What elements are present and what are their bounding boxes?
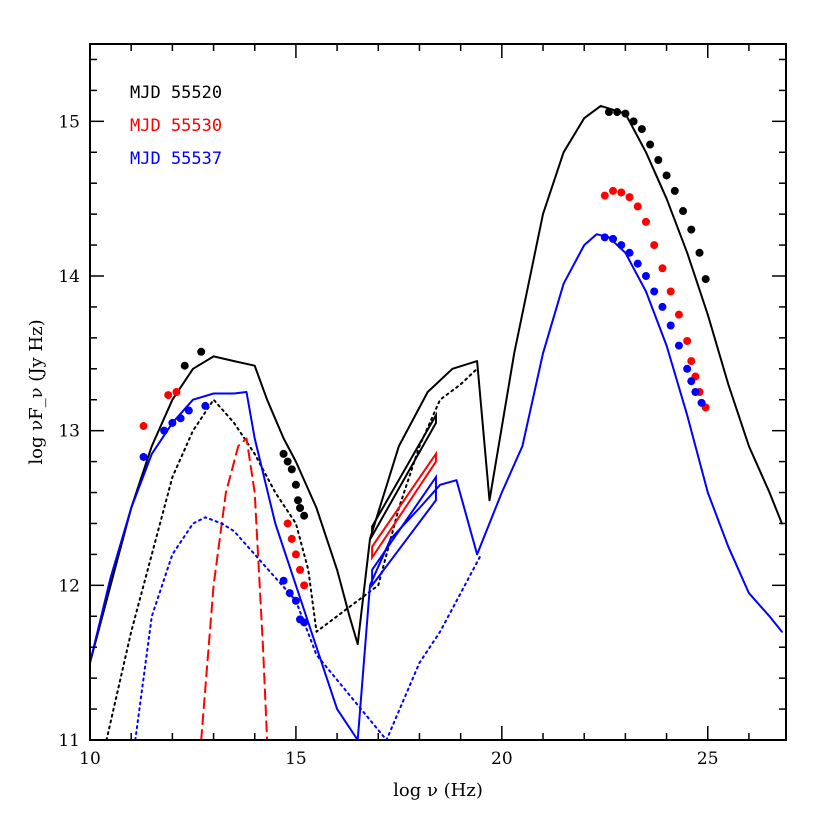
legend-entry-0: MJD 55520 — [130, 83, 222, 103]
data-point-2-5 — [201, 401, 210, 410]
legend-entry-1: MJD 55530 — [130, 116, 222, 136]
data-point-1-12 — [633, 202, 642, 211]
data-point-0-15 — [654, 156, 663, 164]
curve-4-dotted — [134, 516, 483, 740]
data-point-0-5 — [291, 480, 300, 489]
data-point-2-7 — [285, 589, 294, 598]
data-point-0-16 — [662, 171, 671, 180]
x-tick-label: 20 — [491, 749, 513, 769]
data-point-0-3 — [283, 457, 292, 466]
x-axis-label: log ν (Hz) — [393, 780, 483, 801]
curve-3-solid — [90, 233, 783, 740]
data-point-0-0 — [180, 361, 189, 370]
data-point-1-2 — [172, 388, 181, 396]
data-point-0-1 — [197, 347, 206, 356]
data-point-2-4 — [184, 406, 193, 415]
y-tick-label: 11 — [58, 731, 80, 751]
bowtie-2 — [371, 473, 437, 589]
data-point-1-7 — [300, 581, 309, 590]
x-tick-label: 15 — [285, 749, 307, 769]
data-point-0-21 — [701, 275, 710, 284]
bowtie-1 — [371, 450, 437, 561]
data-point-2-10 — [300, 618, 309, 627]
data-point-2-1 — [160, 426, 169, 435]
data-point-0-8 — [300, 511, 309, 520]
y-tick-label: 15 — [58, 112, 80, 132]
data-point-1-17 — [674, 310, 683, 319]
xray-bowties — [371, 411, 437, 589]
data-point-1-1 — [164, 391, 173, 400]
bowtie-0 — [371, 411, 437, 540]
data-point-0-12 — [629, 117, 638, 126]
data-point-0-19 — [687, 225, 696, 234]
data-point-2-8 — [291, 596, 300, 605]
data-point-1-13 — [641, 217, 650, 226]
data-point-2-11 — [600, 233, 609, 242]
data-point-0-10 — [613, 108, 622, 117]
data-point-2-17 — [650, 287, 659, 296]
curve-1-dotted — [105, 367, 479, 740]
y-axis-label: log νF_ν (Jy Hz) — [26, 319, 47, 464]
x-tick-label: 10 — [79, 749, 101, 769]
data-point-1-16 — [666, 287, 675, 296]
data-point-0-6 — [293, 496, 302, 505]
data-point-1-11 — [625, 193, 634, 202]
data-point-0-18 — [679, 207, 688, 216]
data-point-0-7 — [296, 504, 305, 512]
x-tick-label: 25 — [697, 749, 719, 769]
data-point-2-18 — [658, 302, 667, 311]
data-point-0-17 — [670, 186, 679, 195]
data-point-1-3 — [283, 519, 292, 528]
plot-frame — [89, 43, 787, 741]
data-point-2-22 — [687, 377, 696, 386]
curve-2-dashed — [200, 437, 269, 740]
data-point-2-12 — [609, 234, 618, 243]
curve-0-solid — [90, 104, 783, 664]
y-tick-label: 12 — [58, 576, 80, 596]
data-point-2-20 — [674, 341, 683, 350]
model-curves — [90, 104, 783, 740]
data-point-2-16 — [641, 272, 650, 280]
data-point-0-2 — [279, 449, 288, 458]
data-point-2-3 — [176, 414, 185, 423]
data-point-2-24 — [697, 398, 706, 407]
data-point-1-15 — [658, 264, 667, 273]
data-point-1-5 — [291, 550, 300, 559]
data-points — [139, 108, 710, 627]
data-point-0-13 — [637, 125, 646, 134]
data-point-0-4 — [287, 465, 296, 474]
data-point-2-14 — [625, 248, 634, 257]
data-point-1-14 — [650, 241, 659, 250]
axis-ticks: 10 15 20 25 11 12 13 14 15 — [58, 44, 786, 769]
data-point-2-21 — [683, 364, 692, 373]
data-point-2-6 — [279, 576, 288, 585]
data-point-1-18 — [683, 336, 692, 345]
data-point-2-13 — [617, 241, 626, 250]
data-point-1-9 — [609, 186, 618, 195]
y-tick-label: 14 — [58, 267, 80, 287]
data-point-0-14 — [646, 140, 655, 149]
data-point-1-6 — [296, 565, 305, 574]
data-point-0-20 — [695, 248, 704, 257]
data-point-1-8 — [600, 191, 609, 200]
data-point-1-4 — [287, 534, 296, 543]
data-point-2-23 — [691, 388, 700, 396]
data-point-2-19 — [666, 321, 675, 330]
data-point-0-9 — [604, 108, 613, 117]
legend-entry-2: MJD 55537 — [130, 149, 222, 169]
legend: MJD 55520 MJD 55530 MJD 55537 — [130, 83, 222, 169]
y-tick-label: 13 — [58, 422, 80, 442]
data-point-2-0 — [139, 452, 148, 461]
data-point-1-19 — [687, 357, 696, 366]
data-point-0-11 — [621, 109, 630, 118]
data-point-2-15 — [633, 259, 642, 268]
data-point-1-0 — [139, 422, 148, 431]
data-point-1-10 — [617, 188, 626, 197]
data-point-2-2 — [168, 418, 177, 427]
